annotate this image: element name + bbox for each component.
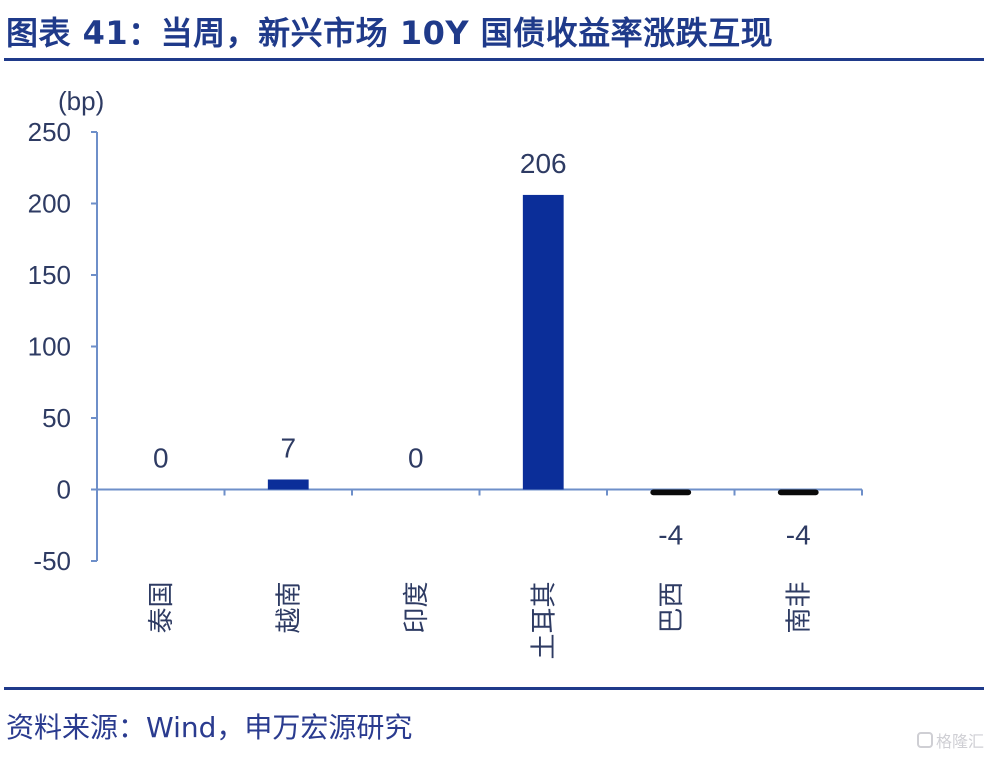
unit-label: (bp) xyxy=(58,86,104,116)
chart-title: 图表 41：当周，新兴市场 10Y 国债收益率涨跌互现 xyxy=(6,14,774,52)
category-labels: 泰国 越南 印度 土耳其 巴西 南非 xyxy=(147,582,815,660)
category-label-3: 土耳其 xyxy=(529,582,559,660)
data-label-0: 0 xyxy=(153,443,169,474)
data-labels: 0 7 0 206 -4 -4 xyxy=(153,148,811,551)
y-tick-label: 250 xyxy=(28,117,71,147)
bars xyxy=(267,194,819,496)
y-tick-label: 200 xyxy=(28,189,71,219)
data-label-4: -4 xyxy=(658,520,683,551)
category-label-2: 印度 xyxy=(402,582,432,634)
bar-3 xyxy=(522,194,564,490)
category-label-1: 越南 xyxy=(274,582,304,634)
data-label-1: 7 xyxy=(280,432,296,463)
source-note: 资料来源：Wind，申万宏源研究 xyxy=(6,711,413,744)
footer-rule xyxy=(4,687,984,690)
y-tick-label: 0 xyxy=(57,475,71,505)
y-tick-label: 100 xyxy=(28,332,71,362)
watermark-text: 格隆汇 xyxy=(935,732,984,751)
watermark-logo-icon xyxy=(916,732,933,748)
title-rule xyxy=(4,58,984,61)
category-label-0: 泰国 xyxy=(147,582,177,634)
category-label-4: 巴西 xyxy=(657,582,687,634)
bar-4 xyxy=(650,489,692,496)
bar-chart: (bp) 250 200 150 100 50 0 -50 0 7 0 206 -4 -4 泰国 越南 印… xyxy=(28,86,863,660)
data-label-3: 206 xyxy=(520,148,567,179)
y-tick-label: 50 xyxy=(42,403,71,433)
y-tick-label: -50 xyxy=(33,546,71,576)
y-tick-label: 150 xyxy=(28,260,71,290)
x-ticks xyxy=(96,489,863,496)
data-label-5: -4 xyxy=(786,520,811,551)
data-label-2: 0 xyxy=(408,443,424,474)
category-label-5: 南非 xyxy=(784,582,814,634)
y-ticks: 250 200 150 100 50 0 -50 xyxy=(28,117,97,576)
watermark: 格隆汇 xyxy=(916,728,984,752)
bar-1 xyxy=(267,479,309,490)
bar-5 xyxy=(777,489,819,496)
